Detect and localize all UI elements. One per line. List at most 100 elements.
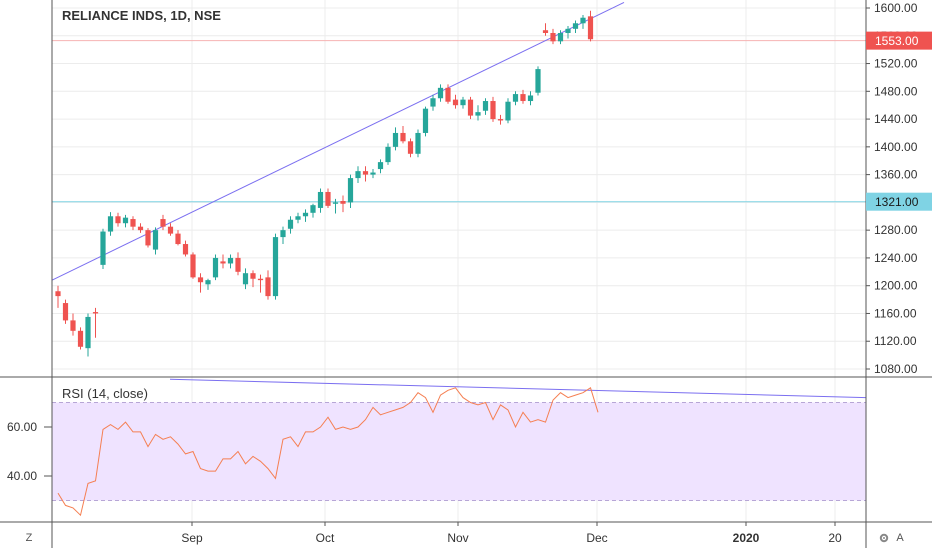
candles <box>55 10 594 357</box>
candle <box>497 114 504 125</box>
candle-body <box>137 226 144 231</box>
candle <box>347 174 354 208</box>
candle-body <box>250 273 256 279</box>
candle-body <box>422 108 429 133</box>
price-tick-label: 1080.00 <box>874 362 918 376</box>
price-tick-label: 1240.00 <box>874 251 918 265</box>
candle <box>385 143 391 165</box>
candle <box>460 96 466 109</box>
candle <box>445 84 451 104</box>
candle <box>220 254 226 269</box>
candle <box>527 91 534 106</box>
candle <box>137 223 144 233</box>
candle <box>295 212 301 224</box>
candle-body <box>100 231 106 265</box>
candle-body <box>310 205 316 213</box>
candle-body <box>130 219 136 227</box>
chart-title: RELIANCE INDS, 1D, NSE <box>62 8 221 23</box>
candle <box>490 96 496 122</box>
price-tick-label: 1600.00 <box>874 1 918 15</box>
candle <box>175 230 181 246</box>
candle <box>250 270 256 288</box>
candle-body <box>385 146 391 163</box>
candle <box>212 254 219 281</box>
candle-body <box>377 162 384 170</box>
auto-scale-button[interactable]: A <box>896 532 904 544</box>
candle-body <box>160 219 166 227</box>
candle-body <box>107 216 114 232</box>
candle-body <box>587 16 594 40</box>
price-tick-label: 1200.00 <box>874 279 918 293</box>
candle-body <box>527 95 534 102</box>
candle-body <box>497 119 504 121</box>
candle <box>310 203 316 218</box>
zoom-button[interactable]: Z <box>25 532 33 544</box>
price-trendline[interactable] <box>51 1 625 281</box>
candle-body <box>520 94 526 102</box>
rsi-band <box>52 402 866 501</box>
candle <box>475 105 481 121</box>
candle <box>565 26 571 39</box>
price-tick-label: 1440.00 <box>874 112 918 126</box>
candle <box>505 98 511 124</box>
rsi-tick-label: 40.00 <box>7 469 37 483</box>
candle <box>227 254 234 269</box>
candle <box>370 169 376 179</box>
candle-body <box>460 99 466 106</box>
candle <box>122 214 129 228</box>
candle-body <box>257 278 264 281</box>
candle-body <box>152 230 159 250</box>
candle <box>85 313 91 357</box>
time-tick-label: Oct <box>316 531 335 545</box>
candle-body <box>355 171 361 179</box>
candle-body <box>482 101 489 111</box>
candle <box>272 233 279 300</box>
price-tick-label: 1160.00 <box>874 306 917 320</box>
price-axis[interactable]: 1600.001560.001520.001480.001440.001400.… <box>866 1 918 376</box>
candle <box>287 216 294 234</box>
candle-body <box>490 101 496 120</box>
candle-body <box>182 244 189 255</box>
candle-body <box>452 99 459 106</box>
gear-icon[interactable] <box>877 528 891 548</box>
rsi-axis[interactable]: 60.00 40.00 <box>7 420 52 483</box>
candle <box>482 98 489 115</box>
candle <box>107 212 114 236</box>
hline-price-tag: 1321.00 <box>875 195 919 209</box>
candle-body <box>565 28 571 33</box>
candle <box>332 198 339 214</box>
candle-body <box>415 132 421 154</box>
candle-body <box>122 217 129 224</box>
candle <box>190 252 196 279</box>
candle <box>392 127 399 151</box>
candle-body <box>467 99 474 116</box>
candle-body <box>580 17 586 24</box>
candle <box>452 94 459 109</box>
grid <box>52 0 866 522</box>
candle <box>197 273 204 293</box>
candle <box>430 94 436 111</box>
candle <box>340 195 346 213</box>
candle-body <box>280 230 286 238</box>
candle <box>580 14 586 29</box>
time-axis[interactable]: Sep Oct Nov Dec 2020 20 <box>181 522 842 545</box>
time-tick-label: Nov <box>447 531 468 545</box>
candle-body <box>190 254 196 278</box>
rsi-trendline[interactable] <box>169 378 867 399</box>
candle <box>182 240 189 257</box>
candle-body <box>332 202 339 204</box>
candle <box>407 138 414 158</box>
candle-body <box>167 226 174 234</box>
candle-body <box>55 291 61 297</box>
candle <box>100 228 106 270</box>
candle-body <box>505 101 511 121</box>
candle-body <box>92 312 99 314</box>
candle-body <box>70 320 76 331</box>
price-tick-label: 1520.00 <box>874 57 918 71</box>
candle-body <box>340 200 346 204</box>
candle <box>512 91 519 106</box>
candle <box>557 30 564 45</box>
candle <box>467 96 474 120</box>
